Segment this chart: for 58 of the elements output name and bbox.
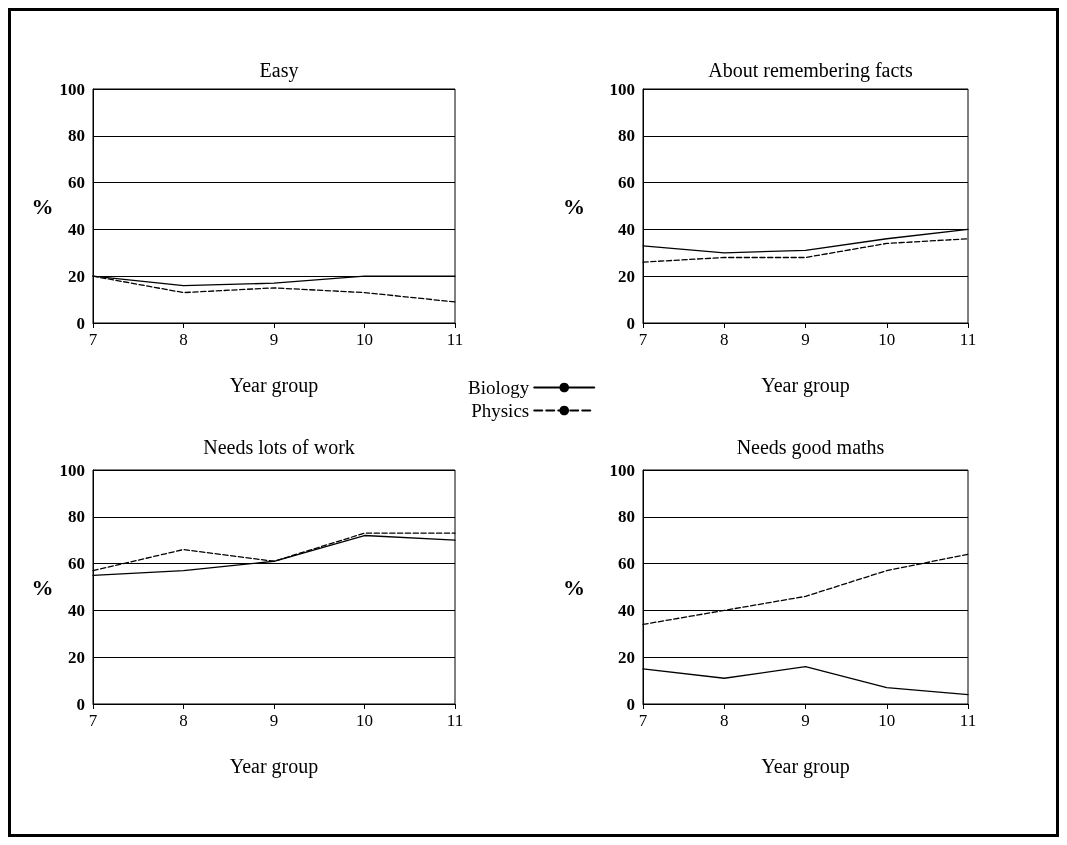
x-tick-label: 9 [801,330,810,349]
x-axis-title: Year group [229,755,319,778]
y-tick-label: 20 [68,266,85,286]
x-axis-title: Year group [761,755,850,778]
chart-title: Needs lots of work [203,436,355,458]
x-tick-label: 8 [179,330,188,349]
x-tick-label: 9 [269,711,279,730]
x-tick-label: 7 [638,711,648,730]
y-tick-label: 0 [626,313,635,333]
y-tick-label: 40 [618,600,635,620]
y-tick-label: 80 [618,126,635,146]
y-tick-label: 40 [618,219,635,239]
y-tick-label: 40 [68,219,85,239]
legend-label: Biology [468,377,530,398]
y-tick-label: 20 [618,647,635,667]
x-axis-title: Year group [761,374,850,397]
x-tick-label: 11 [959,711,977,730]
chart-title: Easy [259,59,299,82]
y-tick-label: 20 [618,266,635,286]
y-tick-label: 0 [626,694,635,714]
y-tick-label: 60 [618,554,635,574]
y-tick-label: 80 [68,126,85,146]
y-tick-label: 60 [68,554,85,574]
x-tick-label: 10 [878,711,896,730]
x-tick-label: 8 [720,711,729,730]
y-tick-label: 40 [68,600,85,620]
y-tick-label: 0 [76,313,85,333]
y-tick-label: 20 [68,647,85,667]
y-tick-label: 100 [609,79,635,99]
x-tick-label: 11 [446,711,464,730]
y-tick-label: 0 [76,694,85,714]
y-axis-title: % [31,574,54,600]
y-tick-label: 100 [609,460,635,480]
x-tick-label: 10 [356,330,373,349]
y-tick-label: 80 [618,507,635,527]
x-tick-label: 7 [88,711,98,730]
chart-title: About remembering facts [708,59,913,82]
y-axis-title: % [563,193,585,219]
x-axis-title: Year group [229,374,319,397]
x-tick-label: 9 [801,711,810,730]
x-tick-label: 8 [720,330,729,349]
y-tick-label: 60 [68,173,85,193]
x-tick-label: 11 [446,330,464,349]
y-tick-label: 100 [59,79,85,99]
x-tick-label: 10 [878,330,896,349]
chart-title: Needs good maths [736,436,885,459]
legend-label: Physics [471,400,530,421]
x-tick-label: 9 [269,330,279,349]
x-tick-label: 7 [638,330,648,349]
x-tick-label: 8 [179,711,188,730]
x-tick-label: 11 [959,330,977,349]
y-tick-label: 60 [618,173,635,193]
x-tick-label: 7 [88,330,98,349]
y-axis-title: % [563,574,585,600]
x-tick-label: 10 [356,711,373,730]
y-tick-label: 80 [68,507,85,527]
y-axis-title: % [31,193,54,219]
y-tick-label: 100 [59,460,85,480]
